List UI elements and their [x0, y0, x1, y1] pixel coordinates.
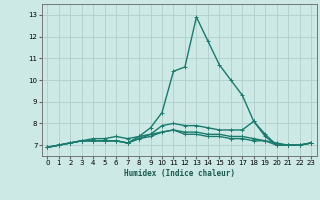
X-axis label: Humidex (Indice chaleur): Humidex (Indice chaleur)	[124, 169, 235, 178]
